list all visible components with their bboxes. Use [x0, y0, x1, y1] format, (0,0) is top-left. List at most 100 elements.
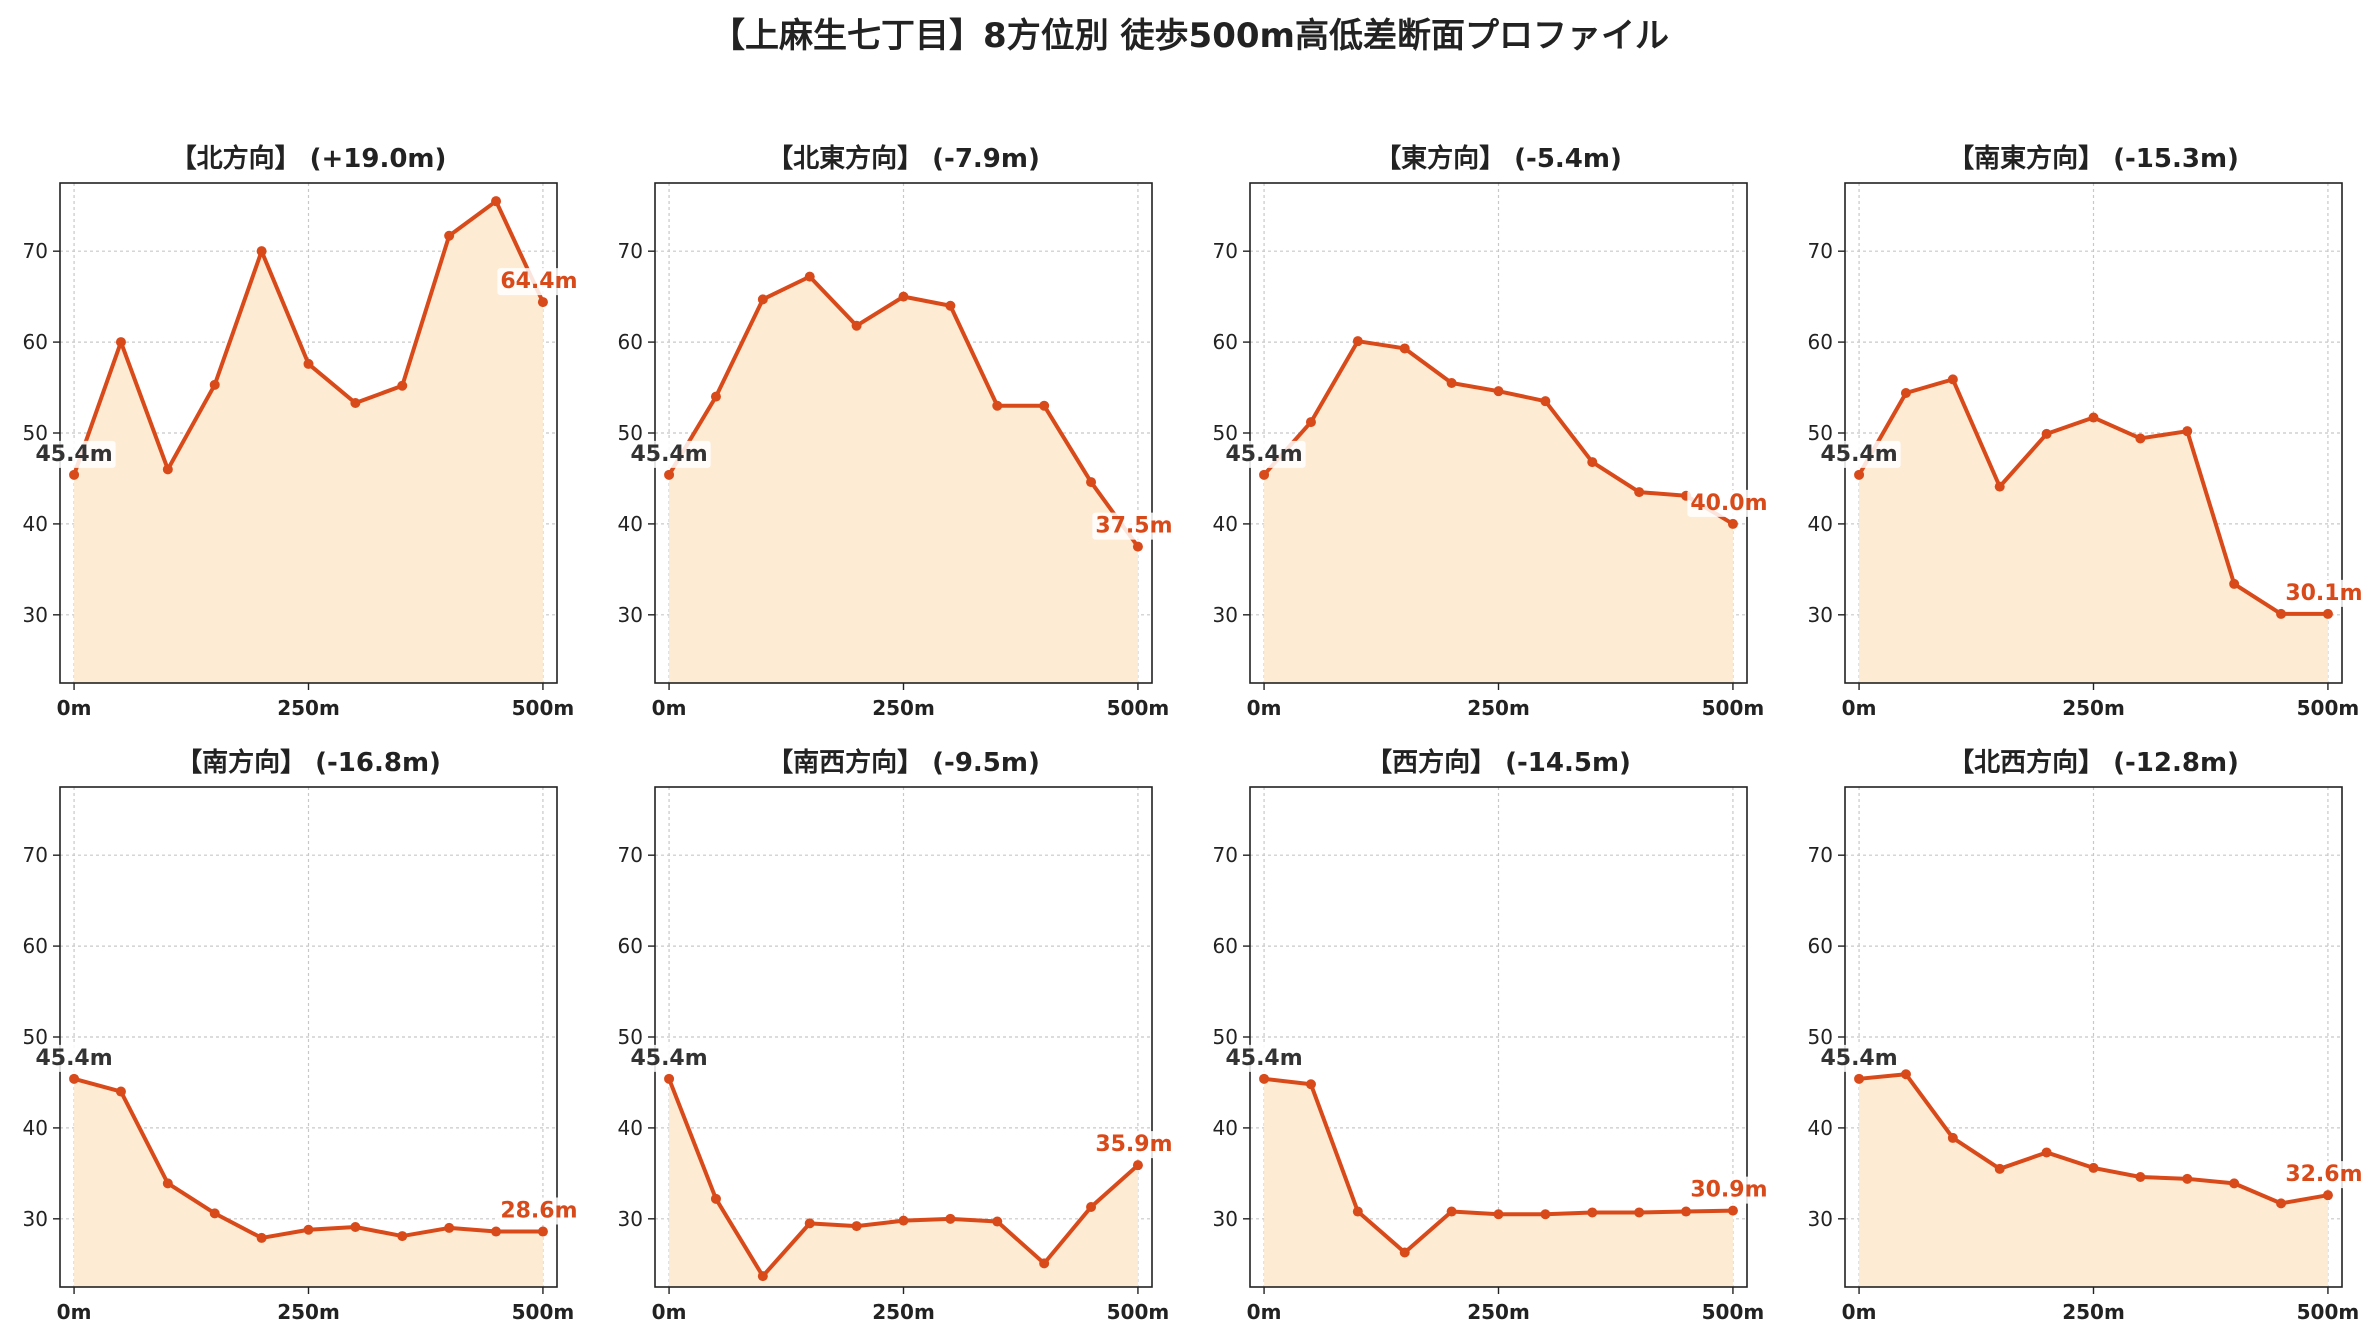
data-point	[1540, 1209, 1551, 1220]
data-point	[804, 1218, 815, 1229]
end-label-bg	[1092, 1131, 1176, 1159]
y-tick-label: 40	[1213, 512, 1238, 536]
data-point	[1039, 400, 1050, 411]
data-point	[397, 1231, 408, 1242]
y-tick-label: 70	[23, 239, 48, 263]
end-label-text: 37.5m	[1095, 514, 1172, 539]
x-tick-label: 250m	[872, 1300, 935, 1324]
data-point	[1947, 374, 1958, 385]
data-point	[1305, 1079, 1316, 1090]
start-label: 45.4m	[1222, 440, 1306, 468]
start-label: 45.4m	[1222, 1044, 1306, 1072]
data-point	[2182, 1173, 2193, 1184]
start-label-bg	[627, 1044, 711, 1072]
data-point	[1854, 1073, 1865, 1084]
y-tick-label: 30	[618, 603, 643, 627]
area-fill	[669, 1078, 1138, 1287]
end-label-bg	[497, 268, 581, 296]
start-label: 45.4m	[627, 440, 711, 468]
x-tick-label: 500m	[1702, 696, 1765, 720]
data-point	[1399, 343, 1410, 354]
end-label-text: 40.0m	[1690, 491, 1767, 516]
x-tick-label: 500m	[1107, 696, 1170, 720]
x-tick-label: 0m	[652, 696, 687, 720]
data-point	[1446, 378, 1457, 388]
data-point	[256, 246, 267, 257]
data-point	[710, 391, 721, 402]
data-point	[491, 196, 502, 207]
start-label-bg	[1817, 1044, 1901, 1072]
start-label-text: 45.4m	[1820, 442, 1897, 467]
data-point	[2135, 1172, 2146, 1182]
subplot-title: 【南方向】 (-16.8m)	[176, 747, 441, 778]
end-label-text: 32.6m	[2285, 1162, 2362, 1187]
x-tick-label: 500m	[2297, 696, 2360, 720]
data-point	[1727, 518, 1738, 529]
data-point	[1681, 1206, 1692, 1217]
data-point	[537, 1226, 548, 1237]
x-tick-label: 0m	[1247, 1300, 1282, 1324]
data-point	[2182, 426, 2193, 437]
end-label-text: 30.1m	[2285, 581, 2362, 606]
data-point	[1086, 1202, 1097, 1212]
start-label-text: 45.4m	[630, 1046, 707, 1071]
data-point	[2229, 578, 2240, 589]
y-tick-label: 30	[1808, 1207, 1833, 1231]
y-tick-label: 60	[618, 934, 643, 958]
data-point	[664, 469, 675, 480]
start-label: 45.4m	[627, 1044, 711, 1072]
data-point	[1493, 386, 1504, 397]
y-tick-label: 40	[618, 1116, 643, 1140]
x-tick-label: 250m	[1467, 1300, 1530, 1324]
end-label: 30.9m	[1687, 1176, 1771, 1204]
y-tick-label: 60	[1213, 330, 1238, 354]
y-tick-label: 70	[1213, 239, 1238, 263]
data-point	[664, 1073, 675, 1084]
y-tick-label: 30	[1213, 603, 1238, 627]
y-tick-label: 40	[1213, 1116, 1238, 1140]
y-tick-label: 40	[23, 1116, 48, 1140]
end-label: 64.4m	[497, 268, 581, 296]
start-label-text: 45.4m	[1225, 1046, 1302, 1071]
area-fill	[669, 276, 1138, 683]
end-label-bg	[1687, 489, 1771, 517]
data-point	[350, 398, 361, 408]
start-label-text: 45.4m	[1225, 442, 1302, 467]
data-point	[1634, 1207, 1645, 1218]
data-point	[851, 1221, 862, 1232]
start-label-bg	[627, 440, 711, 468]
y-tick-label: 30	[1213, 1207, 1238, 1231]
start-label-bg	[1817, 440, 1901, 468]
data-point	[1634, 487, 1645, 498]
data-point	[1132, 1160, 1143, 1171]
x-tick-label: 0m	[1842, 1300, 1877, 1324]
subplot-title: 【南東方向】 (-15.3m)	[1948, 143, 2239, 174]
data-point	[1587, 1207, 1598, 1218]
data-point	[1399, 1247, 1410, 1258]
data-point	[2276, 1198, 2287, 1209]
end-label-bg	[497, 1197, 581, 1225]
end-label-text: 35.9m	[1095, 1132, 1172, 1157]
data-point	[2135, 433, 2146, 444]
subplot-title: 【北東方向】 (-7.9m)	[767, 143, 1040, 174]
data-point	[1854, 469, 1865, 480]
data-point	[209, 1208, 220, 1219]
end-label-text: 64.4m	[500, 269, 577, 294]
start-label-bg	[32, 440, 116, 468]
data-point	[1900, 1069, 1911, 1080]
data-point	[1352, 336, 1363, 347]
x-tick-label: 500m	[2297, 1300, 2360, 1324]
area-fill	[74, 201, 543, 683]
data-point	[1587, 457, 1598, 468]
data-point	[1305, 417, 1316, 428]
y-tick-label: 70	[618, 239, 643, 263]
y-tick-label: 70	[1808, 843, 1833, 867]
data-point	[992, 1216, 1003, 1227]
end-label-bg	[1092, 512, 1176, 540]
y-tick-label: 60	[23, 330, 48, 354]
data-point	[1540, 396, 1551, 407]
